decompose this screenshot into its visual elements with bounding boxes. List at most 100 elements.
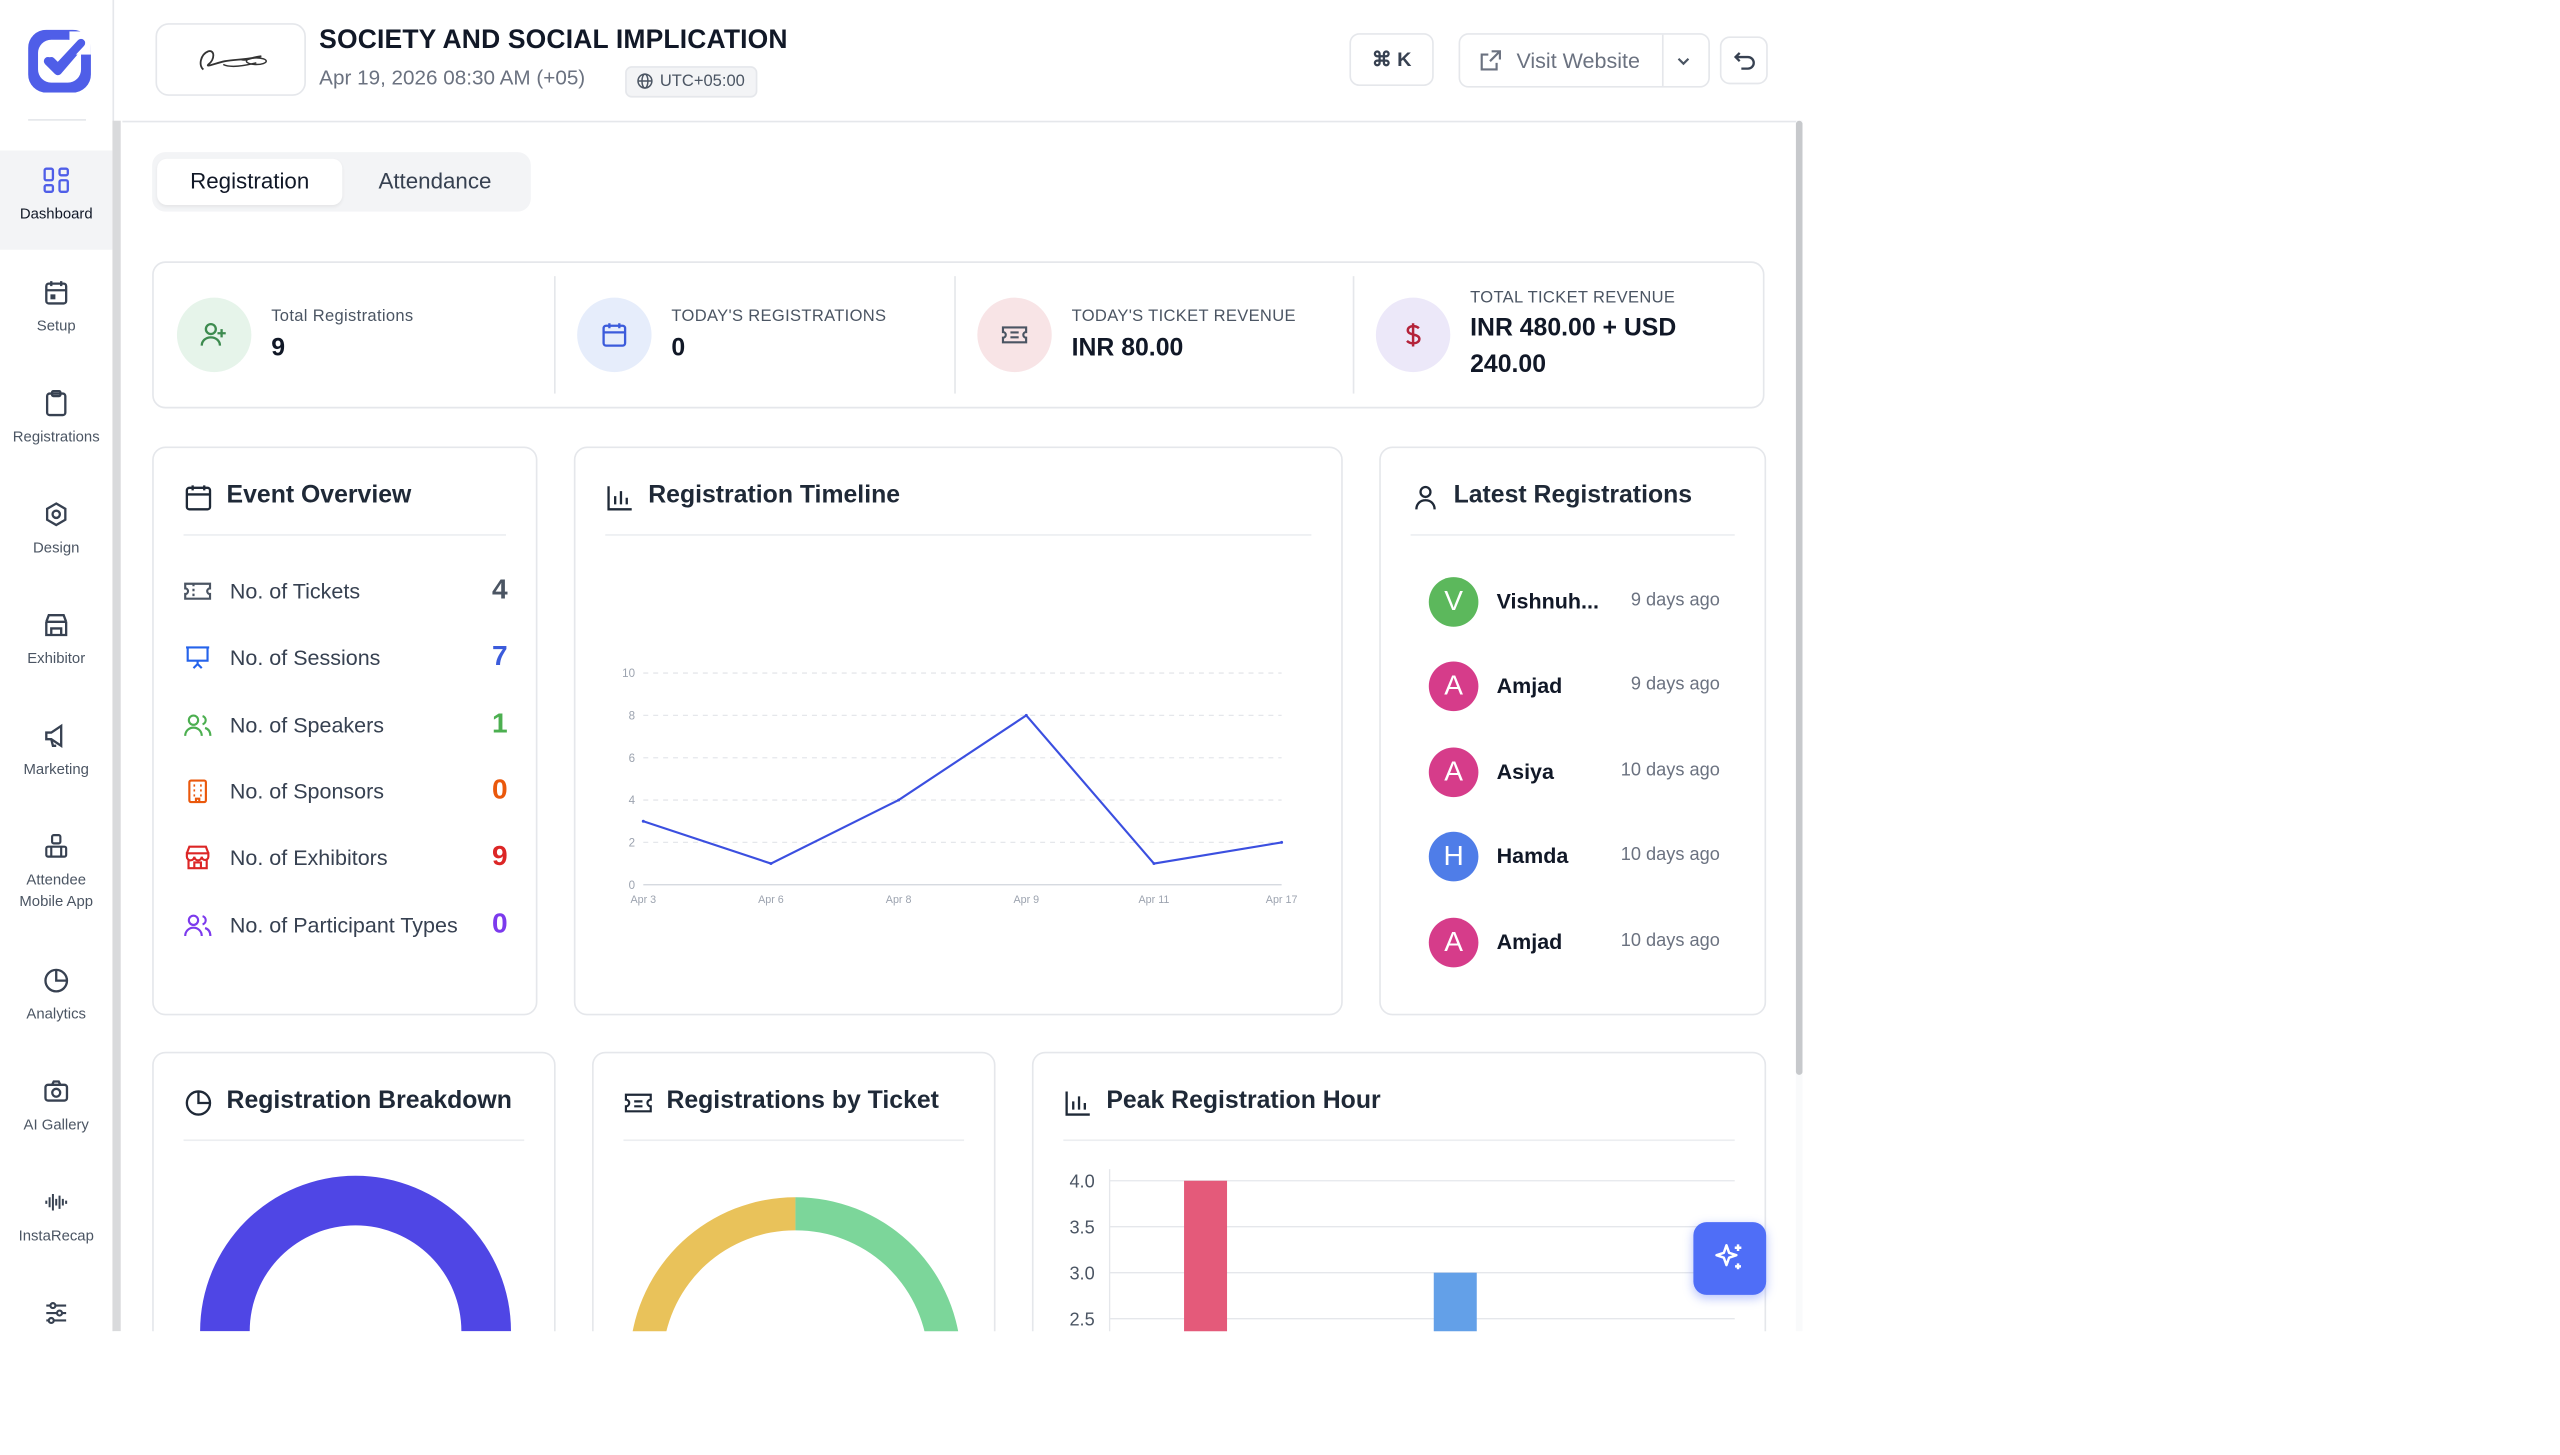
overview-value: 4 [492,573,508,606]
sidebar-item-setup[interactable]: Setup [0,278,112,338]
ticket-icon [624,1093,652,1113]
card-title: Registration Timeline [648,481,901,510]
latest-registration-item[interactable]: A Asiya 10 days ago [1428,747,1720,797]
stat-label: TOTAL TICKET REVENUE [1470,289,1676,308]
overview-row-speakers: No. of Speakers 1 [184,708,508,744]
y-tick-label: 3.0 [1069,1263,1094,1283]
event-title: SOCIETY AND SOCIAL IMPLICATION [319,26,788,55]
sidebar-item-label: Setup [36,317,76,335]
registration-time: 9 days ago [1630,675,1720,696]
x-tick-label: Apr 3 [630,894,656,906]
sidebar-item-instarecap[interactable]: InstaRecap [0,1187,112,1247]
sidebar-item-analytics[interactable]: Analytics [0,966,112,1026]
calendar-icon [602,323,627,347]
bar-chart-icon [1065,1091,1090,1116]
visit-website-label: Visit Website [1516,47,1640,73]
latest-registration-item[interactable]: V Vishnuh... 9 days ago [1428,577,1720,627]
registrant-name: Amjad [1496,928,1563,954]
latest-registration-item[interactable]: H Hamda 10 days ago [1428,832,1720,882]
timezone-badge: UTC+05:00 [625,66,759,98]
visit-website-button[interactable]: Visit Website [1460,35,1662,86]
sidebar: Dashboard Setup Registrations Design Exh… [0,0,115,1332]
undo-button[interactable] [1719,36,1768,85]
stat-total-registrations: Total Registrations 9 [154,263,554,407]
overview-value: 1 [492,707,508,740]
sidebar-item-label: Registrations [12,428,100,445]
ai-assistant-button[interactable] [1693,1222,1767,1295]
tab-registration[interactable]: Registration [157,158,343,206]
registration-time: 9 days ago [1630,590,1720,611]
stat-todays-ticket-revenue: TODAY'S TICKET REVENUE INR 80.00 [954,263,1353,407]
registration-timeline-card: Registration Timeline 0 2 4 6 8 10 Apr 3 Apr 6 A… [573,446,1343,1016]
y-tick-label: 2.5 [1069,1309,1094,1329]
data-point [1152,862,1156,866]
calendar-icon [185,485,212,511]
chevron-down-icon[interactable] [1675,55,1692,68]
registration-time: 10 days ago [1620,845,1720,866]
stat-label: TODAY'S TICKET REVENUE [1071,307,1296,326]
sidebar-item-label: Analytics [26,1005,86,1022]
ticket-icon [1001,326,1028,344]
sidebar-item-exhibitor[interactable]: Exhibitor [0,610,112,670]
overview-row-sessions: No. of Sessions 7 [184,640,508,676]
sidebar-item-design[interactable]: Design [0,499,112,559]
avatar: A [1428,747,1479,797]
card-title: Registration Breakdown [226,1086,512,1115]
card-title: Latest Registrations [1453,481,1693,510]
store-icon [45,614,68,637]
data-point [1280,840,1284,844]
data-point [897,798,901,802]
sidebar-scrollbar[interactable] [112,120,121,1332]
y-tick-label: 8 [629,711,635,723]
waveform-icon [45,1193,68,1211]
bar [1433,1272,1477,1332]
app-window: Dashboard Setup Registrations Design Exh… [0,0,1803,1332]
registration-time: 10 days ago [1620,930,1720,951]
y-tick-label: 0 [629,880,635,892]
ticket-donut-chart [632,1197,959,1332]
avatar: A [1428,917,1479,967]
stat-label: Total Registrations [271,307,414,326]
sidebar-item-label: Dashboard [19,205,93,222]
sidebar-item-settings[interactable] [0,1298,112,1328]
clipboard-icon [45,389,67,417]
sidebar-item-marketing[interactable]: Marketing [0,721,112,781]
sparkle-icon [1715,1243,1742,1270]
peak-hour-bar-chart: 2.5 3.0 3.5 4.0 [1069,1169,1735,1332]
stat-total-ticket-revenue: TOTAL TICKET REVENUE INR 480.00 + USD 24… [1353,263,1763,407]
users-icon [184,714,212,736]
donut-segment [200,1175,511,1332]
latest-registration-item[interactable]: A Amjad 9 days ago [1428,662,1720,712]
globe-icon [637,73,653,89]
avatar: H [1428,832,1479,882]
sidebar-item-dashboard[interactable]: Dashboard [0,150,113,250]
avatar: A [1428,662,1479,712]
main-scrollbar-thumb[interactable] [1795,120,1803,1075]
latest-registration-item[interactable]: A Amjad 10 days ago [1428,917,1720,967]
sidebar-item-ai-gallery[interactable]: AI Gallery [0,1077,112,1137]
y-tick-label: 4 [629,795,636,807]
dollar-icon [1406,323,1421,347]
y-tick-label: 4.0 [1069,1171,1094,1191]
tab-attendance[interactable]: Attendance [378,168,492,194]
app-logo[interactable] [28,29,91,93]
sidebar-item-registrations[interactable]: Registrations [0,389,112,449]
latest-registrations-card: Latest Registrations V Vishnuh... 9 days a… [1379,446,1767,1016]
card-title: Registrations by Ticket [666,1086,939,1115]
card-title: Event Overview [226,481,412,510]
x-tick-label: Apr 6 [758,894,784,906]
command-palette-button[interactable]: ⌘ K [1349,33,1434,86]
data-point [641,819,645,823]
card-title: Peak Registration Hour [1106,1086,1381,1115]
peak-registration-hour-card: Peak Registration Hour 2.5 3.0 3.5 4.0 [1031,1051,1767,1332]
event-logo [155,23,306,96]
presentation-icon [186,646,210,669]
timezone-label: UTC+05:00 [659,72,745,91]
data-point [1024,713,1028,717]
stat-value: INR 480.00 + USD [1470,314,1677,343]
series-line [642,713,1282,865]
overview-row-tickets: No. of Tickets 4 [184,574,508,610]
users-icon [184,914,212,937]
avatar: V [1428,577,1479,627]
sidebar-item-attendee-mobile-app[interactable]: Attendee Mobile App [0,832,112,913]
